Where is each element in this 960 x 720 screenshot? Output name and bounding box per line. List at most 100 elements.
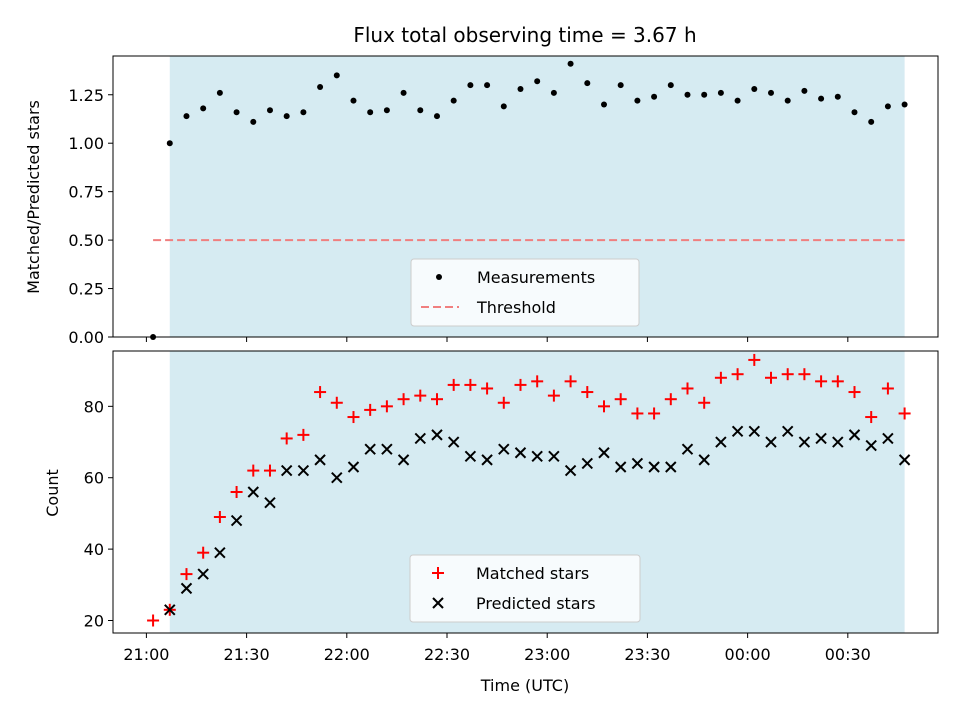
- matched-star-point: [865, 411, 878, 424]
- predicted-star-point: [698, 454, 710, 466]
- measurement-point: [433, 113, 440, 120]
- x-tick-label: 22:30: [424, 645, 470, 664]
- matched-star-point: [881, 382, 894, 395]
- x-stroke-b: [431, 429, 443, 441]
- matched-star-point: [230, 486, 243, 498]
- x-stroke-b: [731, 425, 744, 438]
- predicted-star-point: [464, 450, 477, 463]
- predicted-star-point: [815, 432, 827, 445]
- matched-star-point: [614, 393, 627, 406]
- predicted-star-point: [614, 461, 627, 473]
- x-stroke-b: [247, 486, 259, 498]
- predicted-star-point: [548, 450, 560, 463]
- measurement-point: [500, 103, 507, 110]
- matched-star-point: [263, 464, 276, 477]
- y-tick-label: 0.75: [68, 183, 104, 202]
- measurement-point: [534, 78, 541, 85]
- predicted-star-point: [581, 457, 593, 470]
- measurement-point: [784, 97, 791, 104]
- x-stroke-b: [815, 432, 827, 445]
- predicted-star-point: [247, 486, 259, 498]
- x-stroke-b: [531, 450, 543, 463]
- measurement-point: [851, 109, 858, 116]
- predicted-star-point: [397, 454, 410, 466]
- predicted-star-point: [364, 443, 376, 455]
- bottom-legend: Matched stars Predicted stars: [409, 554, 641, 623]
- x-stroke-b: [498, 443, 510, 455]
- predicted-star-point: [564, 464, 577, 477]
- legend-measurements-label: Measurements: [477, 268, 595, 287]
- chart-title: Flux total observing time = 3.67 h: [353, 23, 696, 47]
- x-stroke-b: [665, 461, 677, 473]
- measurement-point: [283, 113, 290, 120]
- predicted-star-point: [832, 436, 844, 448]
- x-stroke-b: [214, 546, 226, 559]
- matched-star-point: [831, 375, 844, 388]
- y-tick-label: 80: [84, 397, 104, 416]
- x-stroke-b: [397, 454, 410, 466]
- matched-star-point: [648, 407, 661, 420]
- predicted-star-point: [531, 450, 543, 463]
- matched-star-point: [781, 368, 794, 381]
- y-tick-label: 40: [84, 540, 104, 559]
- measurement-point: [884, 103, 891, 110]
- predicted-star-point: [598, 447, 610, 459]
- x-tick-label: 23:00: [524, 645, 570, 664]
- predicted-star-point: [481, 454, 493, 466]
- y-tick-label: 0.00: [68, 328, 104, 347]
- matched-star-point: [447, 378, 460, 391]
- matched-star-point: [764, 371, 777, 384]
- measurement-point: [333, 72, 340, 79]
- predicted-star-point: [164, 604, 176, 616]
- x-stroke-b: [564, 464, 577, 477]
- x-stroke-b: [848, 429, 861, 441]
- x-stroke-b: [648, 461, 660, 473]
- x-stroke-b: [314, 454, 326, 466]
- predicted-star-point: [498, 443, 510, 455]
- measurement-point: [266, 107, 273, 114]
- predicted-star-point: [715, 436, 727, 448]
- matched-star-point: [497, 396, 510, 409]
- x-stroke-b: [364, 443, 376, 455]
- legend-matched-label: Matched stars: [476, 564, 589, 583]
- predicted-star-point: [631, 457, 644, 470]
- top-legend-box: [410, 258, 640, 327]
- measurement-point: [617, 82, 624, 89]
- predicted-star-point: [347, 461, 360, 473]
- x-stroke-b: [197, 568, 209, 580]
- matched-star-point: [180, 568, 193, 581]
- matched-star-point: [364, 403, 377, 416]
- predicted-star-point: [447, 436, 460, 448]
- x-stroke-b: [164, 604, 176, 616]
- measurement-point: [550, 89, 557, 96]
- x-stroke-b: [798, 436, 811, 448]
- measurement-point: [684, 91, 691, 98]
- x-stroke-b: [715, 436, 727, 448]
- matched-star-point: [798, 368, 811, 381]
- x-stroke-b: [481, 454, 493, 466]
- matched-star-point: [430, 393, 443, 406]
- measurement-point: [767, 89, 774, 96]
- legend-predicted-marker: [432, 597, 444, 609]
- matched-star-point: [664, 393, 677, 406]
- x-stroke-b: [432, 597, 444, 609]
- predicted-star-point: [314, 454, 326, 466]
- matched-star-point: [898, 407, 911, 420]
- predicted-star-point: [197, 568, 209, 580]
- bottom-legend-box: [409, 554, 641, 623]
- x-tick-label: 22:00: [324, 645, 370, 664]
- x-tick-label: 00:00: [725, 645, 771, 664]
- matched-star-point: [531, 375, 544, 388]
- x-stroke-b: [698, 454, 710, 466]
- measurement-point: [467, 82, 474, 89]
- x-tick-label: 21:00: [123, 645, 169, 664]
- predicted-star-point: [514, 447, 527, 459]
- measurement-point: [367, 109, 374, 116]
- measurement-point: [868, 118, 875, 125]
- measurement-point: [450, 97, 457, 104]
- x-tick-label: 21:30: [224, 645, 270, 664]
- legend-matched-marker: [432, 567, 444, 579]
- x-stroke-b: [898, 454, 911, 466]
- matched-star-point: [280, 432, 293, 445]
